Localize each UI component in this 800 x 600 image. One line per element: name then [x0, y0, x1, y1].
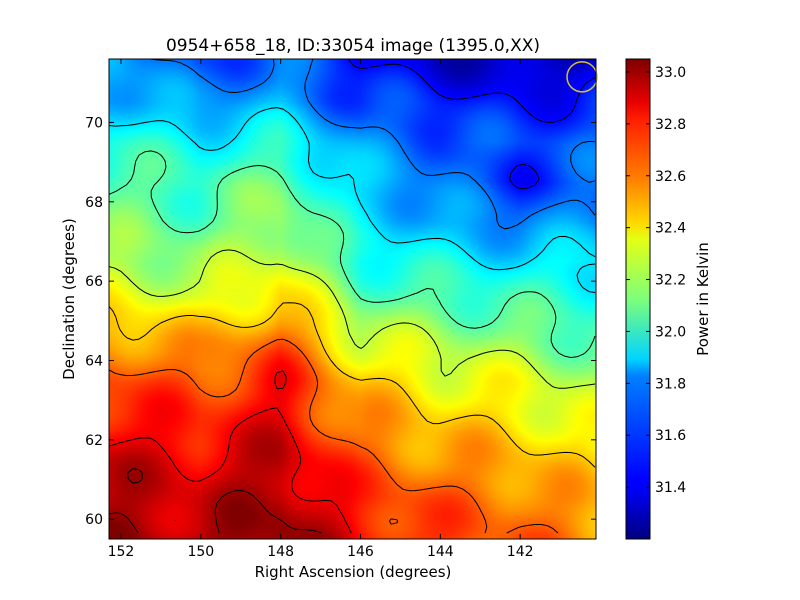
x-axis: 152 150 148 146 144 142 [108, 59, 534, 560]
contour-line [109, 107, 596, 293]
contour-line [109, 302, 596, 468]
x-axis-label: Right Ascension (degrees) [255, 563, 452, 581]
colorbar-tick-label: 32.2 [655, 273, 686, 289]
colorbar-tick-label: 32.6 [655, 169, 686, 185]
colorbar-gradient [625, 58, 651, 540]
contour-line [109, 468, 322, 534]
contour-lines [109, 59, 596, 534]
chart-title: 0954+658_18, ID:33054 image (1395.0,XX) [166, 36, 540, 56]
x-tick-label: 150 [187, 544, 214, 560]
contour-line [109, 249, 596, 389]
colorbar-tick-label: 31.8 [655, 376, 686, 392]
y-tick-label: 66 [85, 274, 103, 290]
colorbar-tick-label: 31.4 [655, 480, 686, 496]
y-axis: 60 62 64 66 68 70 [85, 115, 596, 528]
contour-line [347, 59, 596, 190]
plot-frame [108, 58, 597, 540]
colorbar-tick-label: 32.4 [655, 221, 686, 237]
x-tick-label: 142 [507, 544, 534, 560]
contour-line [109, 370, 352, 534]
x-tick-label: 146 [347, 544, 374, 560]
y-tick-label: 60 [85, 512, 103, 528]
colorbar-label: Power in Kelvin [694, 242, 712, 356]
colorbar-tick-label: 32.0 [655, 324, 686, 340]
x-tick-label: 148 [267, 544, 294, 560]
y-tick-label: 68 [85, 195, 103, 211]
colorbar-tick-label: 33.0 [655, 65, 686, 81]
x-tick-label: 152 [108, 544, 135, 560]
colorbar-tick-label: 32.8 [655, 117, 686, 133]
contour-line [109, 150, 596, 358]
heatmap-plot [108, 58, 598, 540]
colorbar: 31.4 31.6 31.8 32.0 32.2 32.4 32.6 32.8 33.0 Pow… [625, 58, 712, 540]
x-tick-label: 144 [427, 544, 454, 560]
colorbar-tick-label: 31.6 [655, 428, 686, 444]
y-axis-label: Declination (degrees) [60, 218, 78, 380]
beam-circle [566, 61, 598, 93]
y-tick-label: 62 [85, 433, 103, 449]
contour-line [109, 338, 559, 534]
y-tick-label: 64 [85, 353, 103, 369]
y-tick-label: 70 [85, 115, 103, 131]
colorbar-ticks: 31.4 31.6 31.8 32.0 32.2 32.4 32.6 32.8 33.0 [626, 65, 686, 496]
